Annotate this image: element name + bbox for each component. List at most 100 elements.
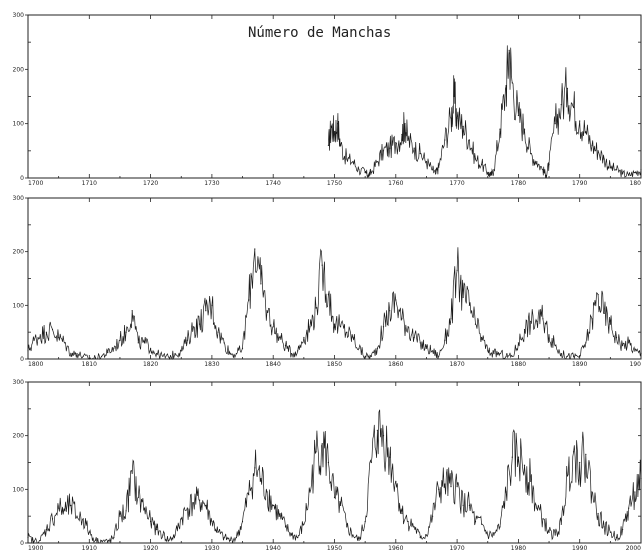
plot-frame: [27, 381, 642, 544]
data-point: [474, 158, 477, 160]
data-point: [205, 310, 207, 312]
data-point: [364, 355, 366, 357]
data-point: [370, 355, 372, 357]
data-point: [487, 534, 489, 536]
data-point: [560, 353, 562, 355]
data-point: [309, 326, 311, 328]
data-point: [511, 82, 513, 84]
data-point: [530, 480, 532, 482]
data-point: [211, 304, 213, 306]
sunspot-series-line: [328, 45, 642, 179]
data-point: [615, 537, 618, 539]
data-point: [223, 342, 225, 344]
data-point: [511, 355, 513, 357]
data-point: [628, 174, 630, 176]
data-point: [395, 299, 397, 301]
data-point: [199, 499, 201, 501]
data-point: [609, 166, 612, 168]
data-point: [389, 310, 391, 312]
x-tick-label: 1960: [388, 545, 403, 552]
data-point: [493, 169, 495, 171]
data-point: [474, 323, 477, 325]
data-point: [143, 507, 146, 509]
data-point: [358, 539, 360, 541]
data-point: [346, 331, 348, 333]
data-point: [609, 323, 612, 325]
data-point: [321, 264, 323, 266]
data-point: [597, 294, 599, 296]
x-tick-label: 1770: [449, 180, 464, 187]
data-point: [435, 173, 437, 175]
data-point: [39, 334, 41, 336]
data-point: [499, 128, 501, 130]
data-point: [462, 296, 464, 298]
data-point: [603, 312, 605, 314]
data-point: [315, 451, 317, 453]
y-tick-label: 200: [13, 433, 25, 440]
data-point: [382, 150, 385, 152]
data-point: [278, 515, 280, 517]
data-point: [352, 161, 354, 163]
data-point: [401, 318, 403, 320]
data-point: [438, 166, 440, 168]
data-point: [180, 350, 182, 352]
data-point: [566, 355, 569, 357]
data-point: [76, 515, 78, 517]
data-point: [591, 491, 593, 493]
data-point: [573, 451, 575, 453]
data-point: [456, 486, 458, 488]
data-point: [432, 515, 434, 517]
data-point: [364, 520, 366, 523]
data-point: [27, 350, 29, 352]
data-point: [634, 172, 636, 174]
x-tick-label: 1780: [511, 180, 526, 187]
data-point: [505, 491, 507, 493]
data-point: [548, 163, 550, 165]
data-point: [58, 336, 60, 339]
data-point: [542, 318, 544, 320]
y-tick-label: 300: [13, 379, 25, 386]
data-point: [51, 328, 54, 331]
data-point: [615, 336, 618, 339]
y-tick-label: 0: [20, 540, 24, 547]
data-point: [413, 526, 415, 528]
data-point: [358, 347, 360, 349]
x-tick-label: 1740: [266, 180, 281, 187]
data-point: [254, 467, 256, 469]
data-point: [493, 353, 495, 355]
data-point: [622, 173, 624, 175]
data-point: [168, 539, 170, 541]
data-point: [487, 172, 489, 174]
data-point: [628, 342, 630, 344]
data-point: [119, 515, 121, 517]
data-point: [180, 518, 182, 520]
data-point: [248, 299, 250, 301]
data-point: [94, 539, 96, 541]
data-point: [131, 472, 133, 474]
data-point: [468, 504, 470, 506]
data-point: [272, 504, 274, 506]
data-point: [352, 534, 354, 536]
data-point: [542, 518, 544, 520]
y-tick-label: 300: [13, 195, 25, 202]
data-point: [248, 494, 250, 496]
data-point: [585, 453, 587, 455]
data-point: [438, 488, 440, 490]
data-point: [487, 350, 489, 352]
data-point: [358, 169, 360, 171]
data-point: [413, 336, 415, 339]
data-point: [523, 464, 526, 466]
data-point: [530, 153, 532, 155]
data-point: [333, 496, 336, 498]
data-point: [382, 435, 385, 437]
data-point: [291, 353, 293, 355]
data-point: [389, 147, 391, 149]
data-point: [554, 345, 556, 347]
data-point: [192, 326, 195, 328]
data-point: [407, 139, 409, 141]
x-tick-label: 2000: [626, 545, 641, 552]
x-tick-label: 190: [630, 361, 642, 368]
x-tick-label: 1930: [204, 545, 219, 552]
data-point: [579, 355, 581, 357]
x-tick-label: 1970: [449, 545, 464, 552]
